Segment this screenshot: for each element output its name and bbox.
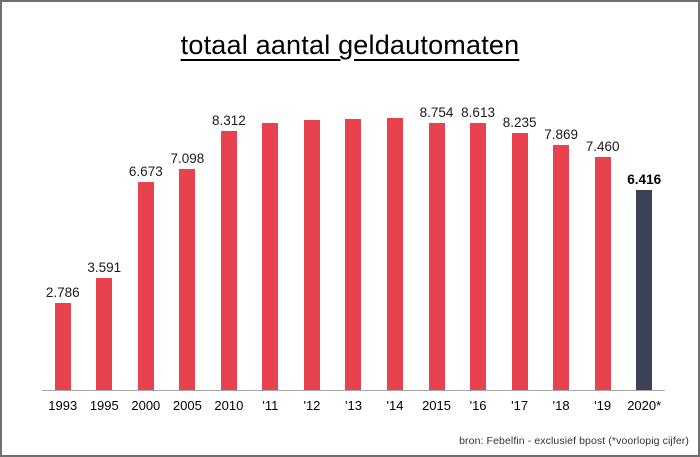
x-tick-label-2000: 2000 [131,398,161,413]
bar-'19 [594,157,611,390]
x-tick-label-'14: '14 [386,398,404,413]
x-tick-label-2005: 2005 [172,398,202,413]
x-tick-label-'16: '16 [469,398,487,413]
bar-column-'16: 8.613 [457,105,499,390]
x-tick-label-1995: 1995 [89,398,119,413]
value-label-'17: 8.235 [502,115,537,131]
x-tick-label-2020*: 2020* [627,398,662,413]
x-tick-label-'18: '18 [552,398,570,413]
value-label-'16: 8.613 [461,105,495,120]
x-tick-label-'11: '11 [262,398,279,413]
bar-1995 [96,278,113,390]
x-tick-label-'13: '13 [345,398,362,413]
bar-column-'17: 8.235 [499,105,541,390]
bar-'16 [470,123,487,390]
bar-column-2000: 6.673 [125,105,167,390]
bar-column-'13 [333,105,375,390]
bar-'18 [553,144,570,390]
value-label-2015: 8.754 [419,105,454,120]
x-tick-label-2010: 2010 [214,398,244,413]
chart-title: totaal aantal geldautomaten [180,30,520,60]
bar-'11 [262,122,279,390]
bar-column-'14 [374,105,416,390]
x-tick-label-'17: '17 [511,398,529,413]
bar-column-'11 [250,105,292,390]
value-label-2010: 8.312 [211,112,246,128]
bar-column-2005: 7.098 [167,105,209,390]
bar-2010 [220,130,237,390]
value-label-2005: 7.098 [170,150,205,166]
bar-column-'19: 7.460 [582,105,624,390]
value-label-'18: 7.869 [544,126,579,142]
value-label-1993: 2.786 [45,285,80,301]
x-tick-label-2015: 2015 [422,398,451,413]
bar-2015 [428,123,445,390]
value-label-2020*: 6.416 [627,171,662,187]
bar-column-1993: 2.786 [42,105,84,390]
value-label-2000: 6.673 [128,163,163,179]
x-tick-label-'12: '12 [303,398,321,413]
bar-'17 [511,133,528,390]
x-axis-line [42,390,665,391]
bar-column-1995: 3.591 [84,105,126,390]
bar-column-2015: 8.754 [416,105,458,390]
bar-column-2020*: 6.416 [623,105,665,390]
x-tick-label-1993: 1993 [48,398,78,413]
bar-1993 [54,303,71,390]
bar-column-'18: 7.869 [540,105,582,390]
bar-2005 [179,168,196,390]
bar-chart: 2.786 3.591 6.673 7.098 8.312 8.754 8.613 8.235… [42,105,665,390]
value-label-1995: 3.591 [87,260,122,275]
bar-'13 [345,119,362,390]
x-tick-label-'19: '19 [594,398,612,413]
bar-column-2010: 8.312 [208,105,250,390]
bar-'14 [387,117,404,390]
source-note: bron: Febelfin - exclusief bpost (*voorl… [459,435,689,447]
bar-2020* [636,189,653,390]
value-label-'19: 7.460 [585,139,620,155]
bar-2000 [137,181,154,390]
x-axis-labels: 1993 1995 2000 2005 2010 '11 '12 '13 '14 2015 '16 '… [42,398,665,413]
bar-column-'12 [291,105,333,390]
bar-'12 [303,120,320,390]
